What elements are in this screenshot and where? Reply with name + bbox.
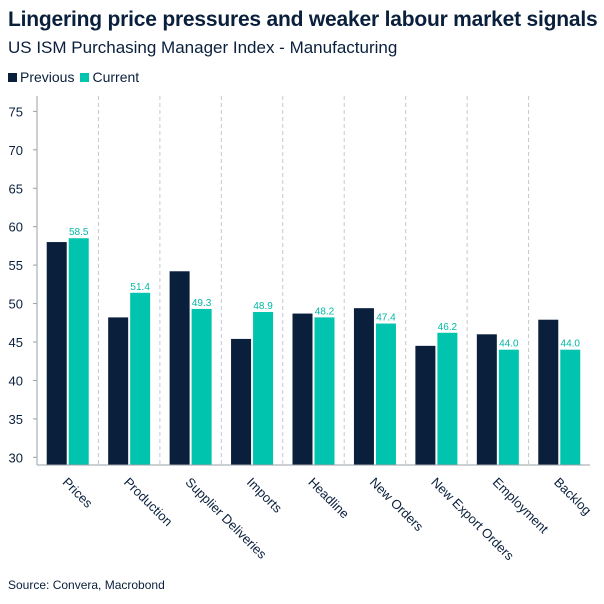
x-tick-label: Imports bbox=[244, 475, 286, 517]
bar-previous-backlog bbox=[538, 319, 559, 465]
x-tick-label: Backlog bbox=[551, 475, 594, 518]
bar-current-new-export-orders bbox=[437, 332, 458, 465]
bar-current-backlog bbox=[560, 349, 581, 465]
bars bbox=[46, 238, 581, 465]
bar-current-employment bbox=[498, 349, 519, 465]
bar-previous-new-export-orders bbox=[415, 345, 436, 465]
bar-current-headline bbox=[314, 317, 335, 465]
y-tick-label: 55 bbox=[9, 258, 23, 273]
legend-item-previous: Previous bbox=[8, 69, 74, 85]
data-label: 48.2 bbox=[315, 306, 335, 317]
x-tick-label: Production bbox=[121, 475, 176, 530]
data-label: 48.9 bbox=[253, 301, 273, 312]
y-tick-label: 50 bbox=[9, 297, 23, 312]
legend-label-previous: Previous bbox=[20, 69, 75, 85]
y-tick-label: 45 bbox=[9, 335, 23, 350]
y-tick-label: 40 bbox=[9, 373, 23, 388]
chart-subtitle: US ISM Purchasing Manager Index - Manufa… bbox=[8, 38, 398, 57]
data-label: 51.4 bbox=[130, 282, 150, 293]
legend-label-current: Current bbox=[92, 69, 140, 85]
bar-previous-imports bbox=[231, 338, 252, 465]
bar-previous-employment bbox=[476, 334, 497, 465]
x-tick-label: New Orders bbox=[367, 475, 427, 535]
y-tick-label: 70 bbox=[9, 143, 23, 158]
y-tick-label: 35 bbox=[9, 412, 23, 427]
x-tick-label: Employment bbox=[490, 475, 552, 537]
source-note: Source: Convera, Macrobond bbox=[8, 578, 165, 592]
bar-current-imports bbox=[253, 312, 274, 465]
bar-current-production bbox=[130, 292, 151, 465]
y-tick-label: 75 bbox=[9, 104, 23, 119]
legend-swatch-current bbox=[80, 72, 90, 82]
y-tick-label: 60 bbox=[9, 220, 23, 235]
y-tick-label: 65 bbox=[9, 181, 23, 196]
bar-current-new-orders bbox=[375, 323, 396, 465]
legend-item-current: Current bbox=[80, 69, 139, 85]
data-label: 44.0 bbox=[561, 339, 581, 350]
bar-current-prices bbox=[68, 238, 89, 465]
data-label: 46.2 bbox=[438, 322, 458, 333]
legend: Previous Current bbox=[8, 69, 145, 85]
bar-previous-prices bbox=[46, 242, 67, 465]
y-axis-ticks: 30 35 40 45 50 55 60 65 70 75 bbox=[9, 104, 37, 465]
value-labels: 58.5 51.4 49.3 48.9 48.2 47.4 46.2 44.0 44.0 bbox=[69, 227, 580, 349]
bar-previous-production bbox=[108, 317, 129, 465]
data-label: 49.3 bbox=[192, 298, 212, 309]
gridlines bbox=[97, 96, 530, 465]
data-label: 58.5 bbox=[69, 227, 89, 238]
x-tick-label: Headline bbox=[305, 475, 352, 522]
bar-previous-supplier-deliveries bbox=[169, 271, 190, 465]
x-tick-label: Prices bbox=[60, 475, 96, 511]
x-axis-labels: Prices Production Supplier DeliveriesImpor… bbox=[60, 475, 595, 564]
bar-previous-headline bbox=[292, 313, 313, 465]
y-tick-label: 30 bbox=[9, 450, 23, 465]
bar-current-supplier-deliveries bbox=[191, 308, 212, 465]
data-label: 47.4 bbox=[376, 313, 396, 324]
bar-previous-new-orders bbox=[353, 308, 374, 465]
data-label: 44.0 bbox=[499, 339, 519, 350]
legend-swatch-previous bbox=[8, 72, 17, 82]
chart-title: Lingering price pressures and weaker lab… bbox=[8, 8, 598, 31]
